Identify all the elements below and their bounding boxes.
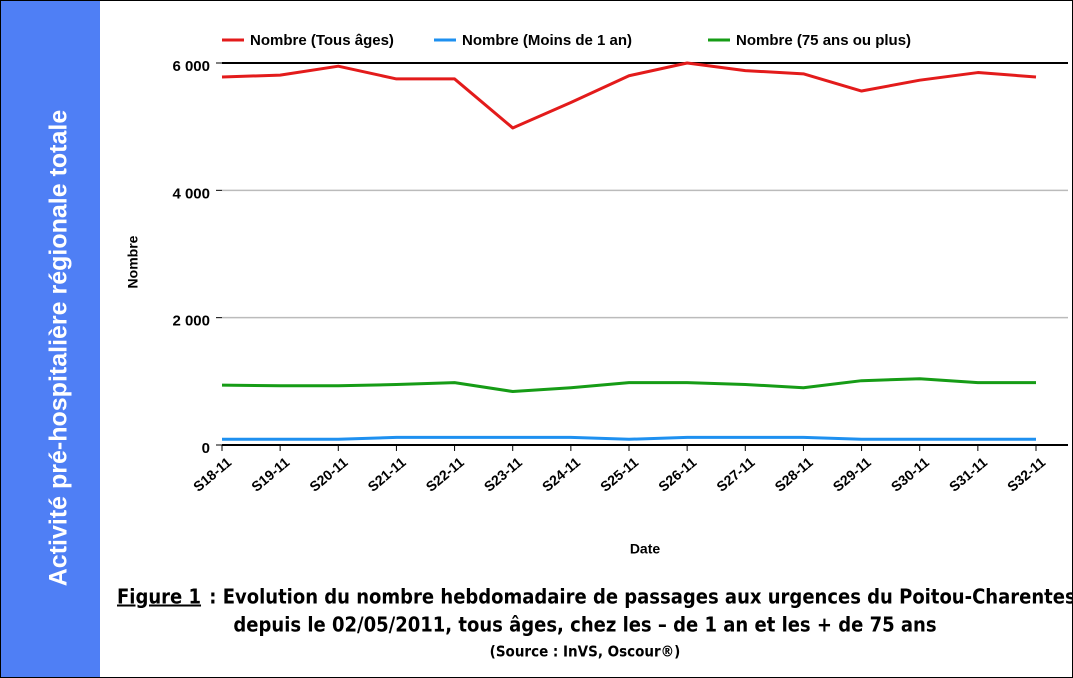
caption-label: Figure 1 [117, 585, 201, 609]
line-series [221, 61, 1037, 130]
legend-label: Nombre (Moins de 1 an) [462, 32, 632, 49]
caption-line1: : Evolution du nombre hebdomadaire de pa… [203, 585, 1073, 609]
legend-label: Nombre (75 ans ou plus) [736, 32, 911, 49]
line-series [222, 435, 1036, 441]
legend-label: Nombre (Tous âges) [250, 32, 394, 49]
side-panel [1, 1, 100, 677]
y-tick-label: 0 [202, 440, 210, 457]
y-tick-label: 4 000 [172, 185, 210, 202]
y-axis-label: Nombre [125, 235, 141, 288]
caption-source: (Source : InVS, Oscour®) [490, 643, 681, 661]
side-title: Activité pré-hospitalière régionale tota… [45, 110, 73, 587]
line-series [221, 377, 1036, 394]
caption-line2: depuis le 02/05/2011, tous âges, chez le… [233, 613, 936, 637]
x-axis-label: Date [630, 541, 661, 557]
y-tick-label: 2 000 [172, 313, 210, 330]
y-tick-label: 6 000 [172, 58, 210, 75]
